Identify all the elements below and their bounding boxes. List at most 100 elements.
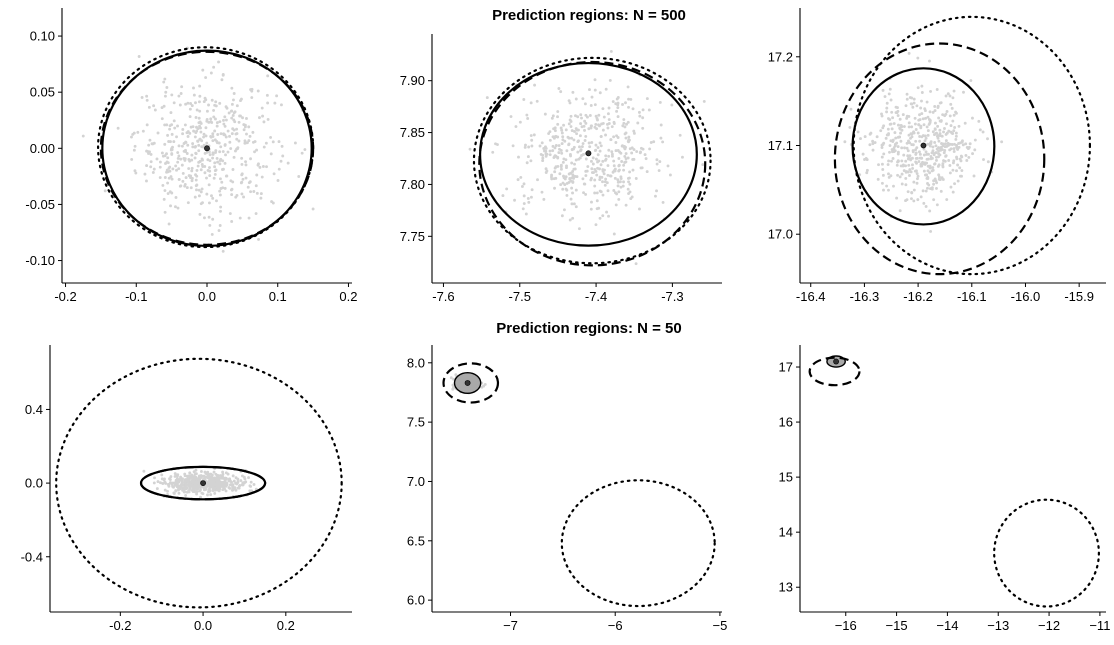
data-point bbox=[183, 157, 187, 161]
data-point bbox=[221, 159, 225, 163]
data-point bbox=[635, 150, 639, 153]
x-tick-label: 0.2 bbox=[339, 289, 357, 304]
y-tick-label: 7.90 bbox=[400, 73, 425, 88]
data-point bbox=[627, 135, 631, 139]
data-point bbox=[883, 95, 887, 98]
data-point bbox=[613, 176, 617, 180]
data-point bbox=[896, 123, 900, 127]
data-point bbox=[166, 133, 170, 137]
data-point bbox=[902, 153, 906, 157]
data-point bbox=[972, 174, 976, 178]
data-point bbox=[553, 170, 557, 174]
data-point bbox=[871, 148, 875, 152]
data-point bbox=[575, 132, 579, 136]
data-point bbox=[160, 473, 164, 477]
data-point bbox=[929, 229, 933, 233]
data-point bbox=[261, 165, 265, 168]
data-point bbox=[145, 164, 149, 168]
data-point bbox=[655, 189, 658, 193]
scatter-points bbox=[142, 466, 258, 499]
data-point bbox=[916, 177, 919, 181]
data-point bbox=[593, 184, 597, 188]
data-point bbox=[173, 126, 177, 130]
data-point bbox=[607, 148, 611, 152]
data-point bbox=[229, 479, 232, 483]
data-point bbox=[160, 117, 164, 121]
data-point bbox=[937, 163, 941, 167]
y-tick-label: 15 bbox=[779, 470, 793, 485]
data-point bbox=[919, 106, 923, 110]
data-point bbox=[542, 197, 546, 201]
data-point bbox=[202, 132, 206, 136]
data-point bbox=[556, 115, 559, 119]
data-point bbox=[907, 139, 910, 143]
data-point bbox=[960, 169, 964, 172]
center-point bbox=[833, 358, 839, 365]
data-point bbox=[198, 159, 202, 163]
data-point bbox=[899, 131, 902, 135]
data-point bbox=[189, 174, 193, 178]
prediction-regions bbox=[442, 362, 716, 608]
data-point bbox=[925, 152, 929, 156]
data-point bbox=[578, 145, 581, 149]
data-point bbox=[594, 122, 598, 126]
data-point bbox=[529, 159, 533, 163]
data-point bbox=[982, 158, 985, 161]
data-point bbox=[258, 116, 261, 120]
data-point bbox=[628, 182, 632, 186]
data-point bbox=[986, 137, 989, 141]
data-point bbox=[249, 190, 253, 194]
data-point bbox=[570, 136, 574, 140]
data-point bbox=[628, 190, 632, 194]
data-point bbox=[246, 141, 249, 145]
data-point bbox=[190, 169, 194, 173]
data-point bbox=[904, 183, 908, 187]
data-point bbox=[281, 154, 285, 158]
data-point bbox=[206, 493, 209, 497]
data-point bbox=[185, 152, 189, 155]
data-point bbox=[166, 192, 170, 195]
data-point bbox=[530, 138, 534, 142]
data-point bbox=[612, 159, 616, 163]
data-point bbox=[169, 204, 172, 208]
dashed-region bbox=[139, 465, 267, 501]
data-point bbox=[562, 123, 566, 127]
data-point bbox=[202, 488, 206, 492]
data-point bbox=[265, 93, 269, 97]
data-point bbox=[606, 173, 610, 177]
data-point bbox=[899, 164, 903, 168]
y-tick-label: 16 bbox=[779, 415, 793, 430]
data-point bbox=[880, 146, 884, 149]
data-point bbox=[604, 133, 607, 137]
data-point bbox=[203, 171, 207, 175]
data-point bbox=[177, 94, 181, 98]
data-point bbox=[166, 156, 170, 160]
data-point bbox=[563, 183, 567, 187]
data-point bbox=[932, 153, 936, 157]
data-point bbox=[141, 129, 145, 133]
data-point bbox=[240, 172, 244, 176]
data-point bbox=[251, 130, 255, 134]
data-point bbox=[190, 153, 194, 157]
data-point bbox=[199, 168, 203, 172]
data-point bbox=[956, 163, 960, 167]
data-point bbox=[212, 108, 216, 112]
x-tick-label: −6 bbox=[608, 618, 623, 633]
data-point bbox=[205, 176, 208, 180]
panel-title: Prediction regions: N = 50 bbox=[496, 320, 681, 337]
data-point bbox=[207, 201, 211, 205]
data-point bbox=[273, 101, 277, 105]
data-point bbox=[565, 149, 569, 153]
data-point bbox=[196, 164, 200, 168]
data-point bbox=[863, 158, 866, 161]
data-point bbox=[593, 149, 597, 152]
data-point bbox=[905, 198, 909, 202]
data-point bbox=[880, 162, 884, 166]
data-point bbox=[136, 130, 140, 134]
data-point bbox=[553, 166, 557, 170]
data-point bbox=[563, 139, 567, 143]
data-point bbox=[177, 177, 181, 181]
data-point bbox=[197, 194, 201, 198]
data-point bbox=[303, 148, 307, 151]
